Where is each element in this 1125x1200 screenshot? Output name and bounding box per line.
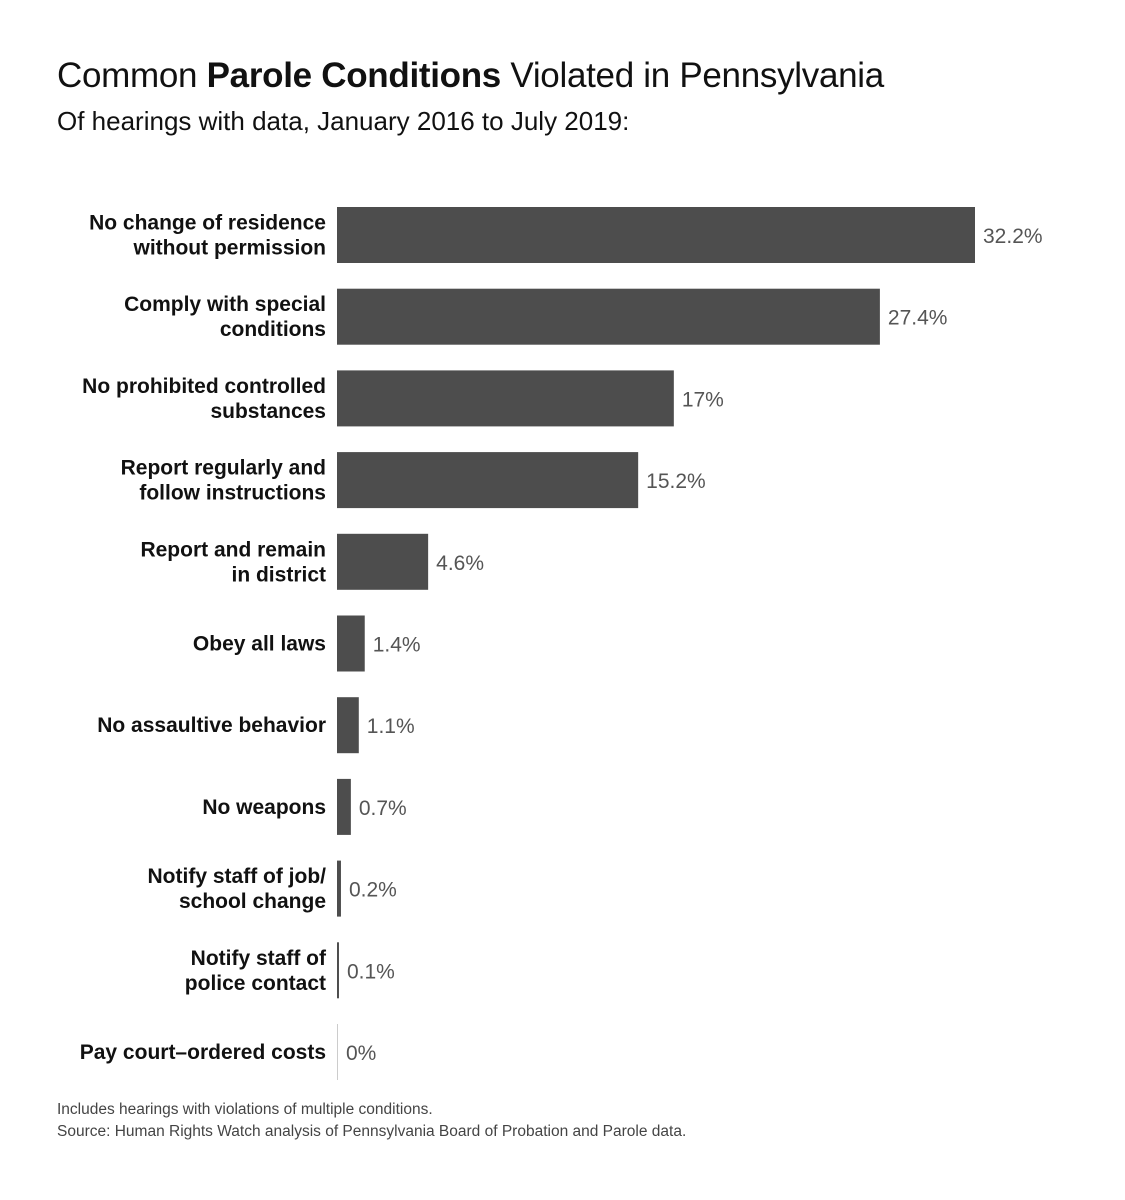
category-label: No weapons <box>202 796 326 819</box>
category-label-line: follow instructions <box>139 482 326 505</box>
bar <box>337 452 639 509</box>
category-label: Notify staff of police contact <box>185 947 327 995</box>
data-label: 1.4% <box>373 634 421 657</box>
category-label: No prohibited controlled substances <box>82 375 326 423</box>
bar <box>337 860 341 917</box>
chart-subtitle: Of hearings with data, January 2016 to J… <box>57 106 630 136</box>
category-label-line: Notify staff of job/ <box>148 865 327 888</box>
bar <box>337 207 975 263</box>
category-label-line: in district <box>231 563 326 586</box>
data-label: 4.6% <box>436 552 484 575</box>
data-label: 27.4% <box>888 307 948 330</box>
data-label: 1.1% <box>367 715 415 738</box>
category-label: No change of residence without permission <box>89 212 326 260</box>
category-label-line: Notify staff of <box>191 947 327 970</box>
category-label-line: No prohibited controlled <box>82 375 326 398</box>
data-label: 0.2% <box>349 879 397 902</box>
bar <box>337 942 339 999</box>
category-label-line: police contact <box>185 972 326 995</box>
bar <box>337 778 351 835</box>
category-label-line: school change <box>179 890 326 913</box>
data-label: 0% <box>346 1042 376 1065</box>
footnote: Includes hearings with violations of mul… <box>57 1101 433 1118</box>
category-label-line: No assaultive behavior <box>97 714 326 737</box>
category-label-line: conditions <box>220 318 326 341</box>
category-label-line: Obey all laws <box>193 633 326 656</box>
category-label-line: Pay court–ordered costs <box>80 1041 326 1064</box>
category-label: Report regularly and follow instructions <box>121 457 326 505</box>
source-note: Source: Human Rights Watch analysis of P… <box>57 1123 687 1140</box>
bar <box>337 288 880 345</box>
chart-title: Common Parole Conditions Violated in Pen… <box>57 56 884 96</box>
bar <box>337 370 674 427</box>
title-part: Common <box>57 56 207 95</box>
category-label: Notify staff of job/school change <box>148 865 327 913</box>
data-label: 15.2% <box>646 470 706 493</box>
category-label-line: Report regularly and <box>121 457 326 480</box>
category-label: No assaultive behavior <box>97 714 326 737</box>
data-label: 0.1% <box>347 960 395 983</box>
data-label: 0.7% <box>359 797 407 820</box>
bar <box>337 1024 338 1080</box>
category-label-line: without permission <box>132 237 326 260</box>
title-part: Violated in Pennsylvania <box>500 56 884 95</box>
category-label-line: substances <box>210 400 326 423</box>
bar <box>337 533 429 590</box>
category-label-line: No change of residence <box>89 212 326 235</box>
category-label-line: No weapons <box>202 796 326 819</box>
bar <box>337 697 359 754</box>
category-label-line: Comply with special <box>124 293 326 316</box>
category-label: Comply with special conditions <box>124 293 326 341</box>
category-label-line: Report and remain <box>140 538 326 561</box>
data-label: 17% <box>682 388 724 411</box>
category-label: Report and remain in district <box>140 538 326 586</box>
title-bold-part: Parole Conditions <box>206 56 502 95</box>
bar <box>337 615 365 672</box>
data-label: 32.2% <box>983 225 1043 248</box>
category-label: Pay court–ordered costs <box>80 1041 326 1064</box>
category-label: Obey all laws <box>193 633 326 656</box>
chart-notes: Includes hearings with violations of mul… <box>57 1099 686 1143</box>
